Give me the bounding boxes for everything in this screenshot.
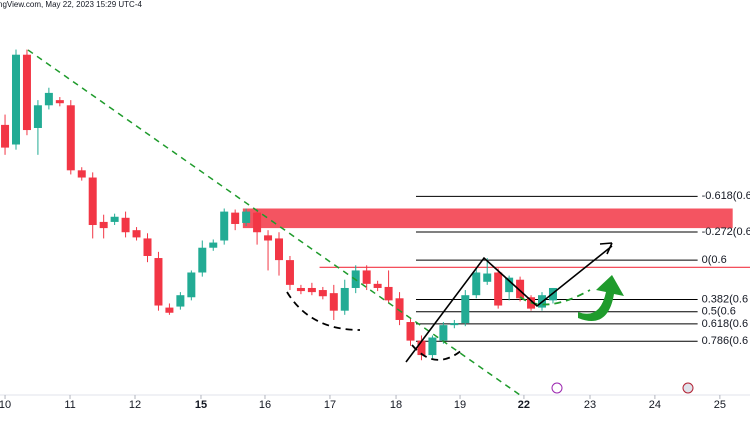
candle-body xyxy=(176,295,185,307)
drawings: -0.618(0.6 -0.272(0.6 0(0.6 0.382(0.60.5(0.… xyxy=(242,190,750,347)
candle-body xyxy=(132,230,141,238)
x-tick-label: 22 xyxy=(518,399,530,411)
x-tick-label: 23 xyxy=(584,399,596,411)
candle-body xyxy=(264,235,273,241)
curved-arrow xyxy=(578,275,624,321)
candle-body xyxy=(461,295,470,324)
candle-body xyxy=(505,277,514,293)
event-icon xyxy=(551,382,563,394)
x-tick-label: 19 xyxy=(454,399,466,411)
candle-body xyxy=(384,286,393,301)
candle-body xyxy=(143,238,152,256)
x-tick-label: 25 xyxy=(714,399,726,411)
candle-body xyxy=(450,323,459,326)
candle-body xyxy=(428,337,437,356)
fib-label: -0.618(0.6 xyxy=(702,190,750,202)
candle-body xyxy=(88,177,97,226)
pattern-arc xyxy=(286,291,361,331)
fib-label: 0.382(0.6 xyxy=(702,293,748,305)
candle-body xyxy=(275,238,284,261)
x-tick-label: 16 xyxy=(259,399,271,411)
source-stamp: ngView.com, May 22, 2023 15:29 UTC-4 xyxy=(0,0,142,9)
fib-label: -0.272(0.6 xyxy=(702,226,750,238)
fib-label: 0(0.6 xyxy=(702,254,727,266)
x-tick-label: 11 xyxy=(64,399,75,411)
candle-body xyxy=(340,287,349,311)
candle-body xyxy=(1,124,10,148)
fib-label: 0.786(0.6 xyxy=(702,335,748,347)
x-tick-label: 18 xyxy=(390,399,402,411)
pattern-arc xyxy=(519,289,591,306)
candle-body xyxy=(165,307,174,313)
candle-body xyxy=(307,287,316,293)
candle-body xyxy=(231,212,240,224)
candle-body xyxy=(121,217,130,233)
candle-body xyxy=(11,54,20,145)
candle-body xyxy=(285,260,294,285)
fib-label: 0.618(0.6 xyxy=(702,318,748,330)
candle-body xyxy=(110,216,119,222)
candle-body xyxy=(198,247,207,273)
arrow-head xyxy=(599,242,613,255)
candle-body xyxy=(22,54,31,131)
candle-body xyxy=(329,293,338,311)
candle-body xyxy=(373,283,382,288)
x-tick-label: 15 xyxy=(195,399,207,411)
candle-body xyxy=(220,211,229,241)
candle-body xyxy=(516,279,525,299)
candle-body xyxy=(296,287,305,292)
x-tick-label: 12 xyxy=(129,399,141,411)
candle-body xyxy=(187,272,196,298)
projection-path xyxy=(405,245,613,363)
trend-line xyxy=(27,49,521,396)
candle-body xyxy=(439,325,448,341)
supply-zone xyxy=(242,208,733,229)
candle-body xyxy=(494,272,503,306)
candle-body xyxy=(77,170,86,178)
candle-body xyxy=(395,298,404,320)
candle-body xyxy=(209,242,218,248)
flag-icon xyxy=(682,382,694,394)
candle-body xyxy=(417,340,426,356)
candle-body xyxy=(154,258,163,306)
annotations xyxy=(27,49,694,396)
candle-body xyxy=(472,272,481,296)
candle-body xyxy=(253,212,262,233)
candle-body xyxy=(66,105,75,171)
x-tick-label: 17 xyxy=(324,399,336,411)
candle-body xyxy=(318,290,327,297)
candle-body xyxy=(242,211,251,223)
candle-body xyxy=(406,322,415,341)
candle-body xyxy=(33,105,42,128)
candle-body xyxy=(55,100,64,104)
x-tick-label: 10 xyxy=(0,399,11,411)
candle-body xyxy=(99,221,108,229)
fib-label: 0.5(0.6 xyxy=(702,306,736,318)
candle-body xyxy=(483,273,492,282)
candle-body xyxy=(44,92,53,106)
x-tick-label: 24 xyxy=(649,399,661,411)
candle-body xyxy=(362,270,371,284)
